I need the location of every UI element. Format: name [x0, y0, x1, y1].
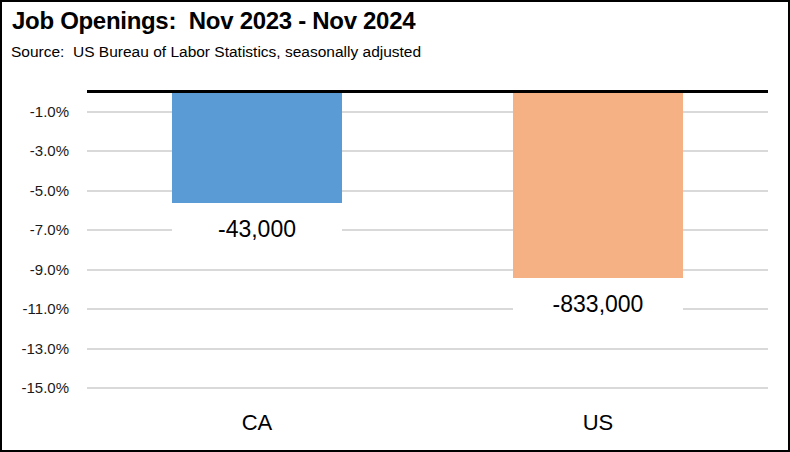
category-label-us: US [513, 410, 683, 436]
y-axis-tick-label: -15.0% [2, 378, 69, 398]
category-label-ca: CA [172, 410, 342, 436]
y-axis-tick-label: -7.0% [2, 220, 69, 240]
data-label-ca: -43,000 [172, 217, 342, 242]
y-axis-tick-label: -9.0% [2, 260, 69, 280]
chart-container: Job Openings: Nov 2023 - Nov 2024 Source… [0, 0, 790, 452]
y-axis-tick-label: -3.0% [2, 141, 69, 161]
gridline [87, 348, 768, 350]
bar-ca [172, 92, 342, 203]
bar-us [513, 92, 683, 278]
y-axis-tick-label: -5.0% [2, 181, 69, 201]
plot-area: -1.0% -3.0% -5.0% -7.0% -9.0% -11.0% -13.0% -15… [2, 2, 790, 452]
gridline [87, 387, 768, 389]
y-axis-tick-label: -11.0% [2, 299, 69, 319]
data-label-us: -833,000 [513, 292, 683, 317]
y-axis-tick-label: -13.0% [2, 339, 69, 359]
zero-axis-line [87, 90, 768, 93]
y-axis-tick-label: -1.0% [2, 102, 69, 122]
